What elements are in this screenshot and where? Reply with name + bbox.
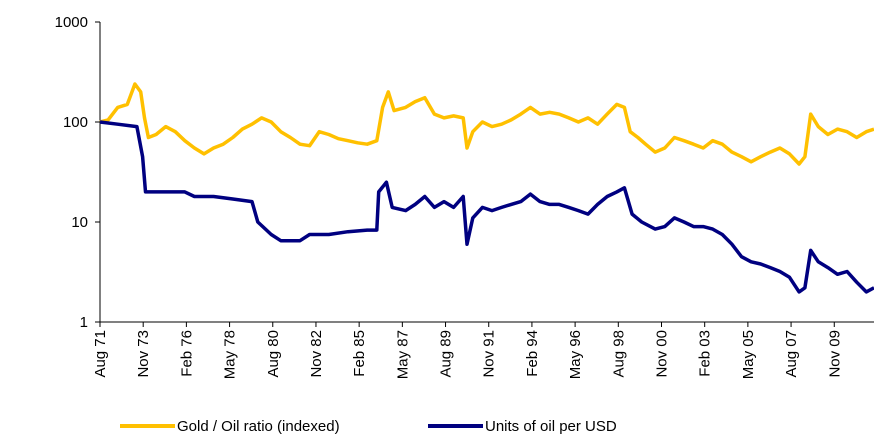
x-tick-label: Aug 80: [265, 330, 282, 378]
legend-label: Units of oil per USD: [485, 418, 617, 435]
series-line: [99, 82, 874, 166]
x-tick-label: Nov 09: [826, 330, 843, 378]
x-tick-label: Nov 73: [135, 330, 152, 378]
x-tick-label: Feb 85: [351, 330, 368, 377]
x-tick-label: Feb 03: [697, 330, 714, 377]
x-tick-label: Nov 91: [481, 330, 498, 378]
y-tick-label: 1: [80, 314, 88, 331]
y-tick-label: 10: [71, 214, 88, 231]
x-tick-label: Aug 89: [438, 330, 455, 378]
series-line: [99, 120, 874, 294]
x-tick-label: May 96: [567, 330, 584, 379]
y-tick-label: 100: [63, 114, 88, 131]
x-tick-label: Aug 98: [610, 330, 627, 378]
x-tick-label: Aug 07: [783, 330, 800, 378]
x-tick-label: Feb 94: [524, 330, 541, 377]
legend-label: Gold / Oil ratio (indexed): [177, 418, 340, 435]
x-tick-label: Feb 76: [178, 330, 195, 377]
x-tick-label: May 05: [740, 330, 757, 379]
y-tick-label: 1000: [55, 14, 88, 31]
x-tick-label: Nov 82: [308, 330, 325, 378]
x-tick-label: May 87: [394, 330, 411, 379]
x-tick-label: Nov 00: [653, 330, 670, 378]
x-tick-label: Aug 71: [92, 330, 109, 378]
x-tick-label: May 78: [222, 330, 239, 379]
